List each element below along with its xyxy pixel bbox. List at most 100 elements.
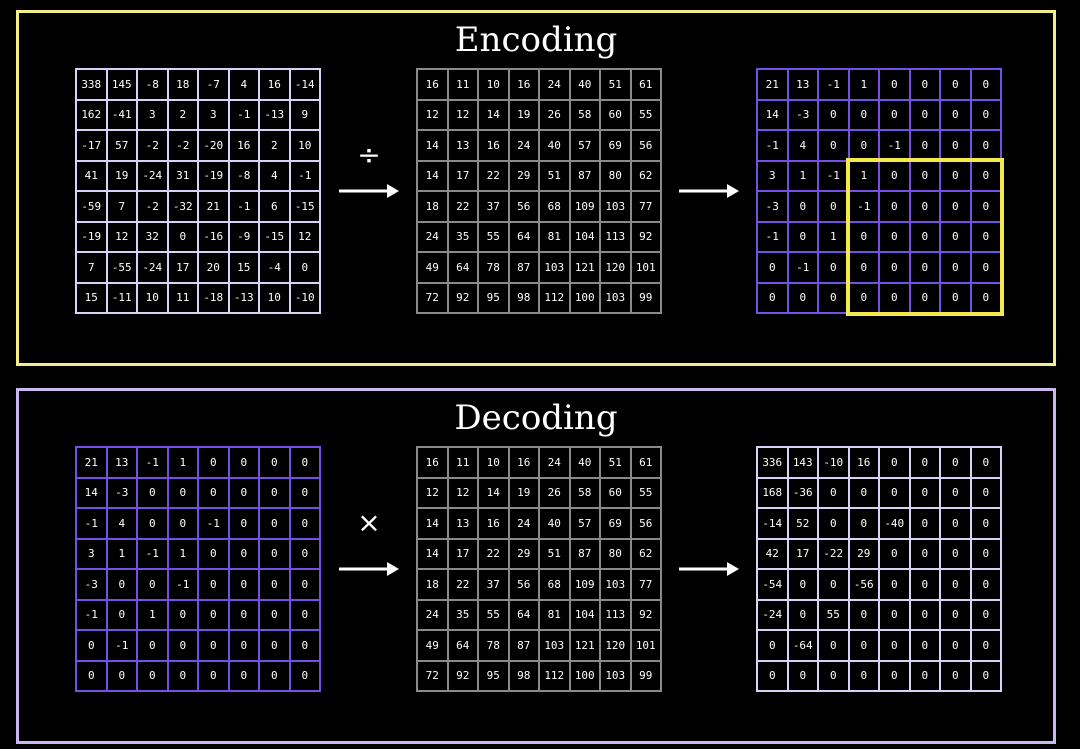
matrix-cell: 12 [417, 99, 448, 130]
matrix-cell: 0 [818, 252, 849, 283]
matrix-cell: 0 [259, 660, 290, 691]
matrix-cell: 16 [417, 447, 448, 478]
matrix-cell: 0 [198, 630, 229, 661]
matrix-cell: 0 [909, 191, 940, 222]
matrix-cell: 16 [417, 69, 448, 100]
matrix-cell: 52 [787, 508, 818, 539]
matrix-cell: 13 [787, 69, 818, 100]
matrix-cell: 0 [879, 569, 910, 600]
matrix-cell: 0 [259, 538, 290, 569]
matrix-cell: 3 [757, 160, 788, 191]
matrix-cell: 0 [106, 660, 137, 691]
matrix-cell: -19 [76, 221, 107, 252]
matrix-cell: 11 [447, 69, 478, 100]
matrix-cell: -1 [228, 191, 259, 222]
matrix-cell: 24 [417, 221, 448, 252]
arrow-icon [679, 184, 739, 198]
matrix-cell: -20 [198, 130, 229, 161]
decoding-title: Decoding [454, 398, 618, 438]
matrix-cell: 168 [757, 477, 788, 508]
matrix-cell: 0 [198, 477, 229, 508]
matrix-cell: -17 [76, 130, 107, 161]
matrix-cell: -3 [757, 191, 788, 222]
matrix-cell: 56 [630, 130, 661, 161]
matrix-cell: 12 [106, 221, 137, 252]
matrix-cell: -1 [106, 630, 137, 661]
high-frequency-highlight [846, 158, 1004, 316]
matrix-cell: 0 [848, 477, 879, 508]
matrix-cell: -59 [76, 191, 107, 222]
matrix-cell: 55 [478, 599, 509, 630]
matrix-cell: 0 [940, 191, 971, 222]
matrix-cell: 0 [818, 282, 849, 313]
matrix-cell: 109 [569, 569, 600, 600]
matrix-cell: 64 [447, 252, 478, 283]
matrix-cell: -14 [757, 508, 788, 539]
matrix-cell: -41 [106, 99, 137, 130]
matrix-cell: 14 [478, 99, 509, 130]
matrix-cell: -54 [757, 569, 788, 600]
matrix-cell: 57 [106, 130, 137, 161]
matrix-cell: 0 [818, 130, 849, 161]
decoding-output-matrix: 336 143 -10 16 0 0 0 0 168 -36 0 0 0 0 0 0 -14 52 0 0 -40 0 0 0… [756, 446, 1002, 692]
matrix-cell: 0 [289, 569, 320, 600]
matrix-cell: 0 [787, 569, 818, 600]
matrix-cell: -1 [137, 447, 168, 478]
matrix-cell: 0 [818, 569, 849, 600]
matrix-cell: 61 [630, 69, 661, 100]
matrix-cell: 98 [508, 282, 539, 313]
matrix-cell: 14 [478, 477, 509, 508]
matrix-cell: 16 [478, 130, 509, 161]
matrix-cell: 0 [909, 252, 940, 283]
matrix-cell: -2 [167, 130, 198, 161]
matrix-cell: -11 [106, 282, 137, 313]
matrix-cell: -1 [198, 508, 229, 539]
matrix-cell: 13 [447, 508, 478, 539]
matrix-cell: 162 [76, 99, 107, 130]
matrix-cell: -2 [137, 191, 168, 222]
matrix-cell: 0 [848, 630, 879, 661]
matrix-cell: 0 [259, 630, 290, 661]
matrix-cell: 18 [417, 191, 448, 222]
matrix-cell: 14 [757, 99, 788, 130]
matrix-cell: -2 [137, 130, 168, 161]
matrix-cell: 0 [970, 130, 1001, 161]
matrix-cell: 55 [630, 99, 661, 130]
matrix-cell: 145 [106, 69, 137, 100]
matrix-cell: 10 [259, 282, 290, 313]
matrix-cell: 42 [757, 538, 788, 569]
matrix-cell: 21 [198, 191, 229, 222]
matrix-cell: -36 [787, 477, 818, 508]
matrix-cell: 0 [787, 599, 818, 630]
matrix-cell: -3 [787, 99, 818, 130]
matrix-cell: 0 [818, 660, 849, 691]
matrix-cell: 24 [539, 69, 570, 100]
matrix-cell: -1 [167, 569, 198, 600]
matrix-cell: 0 [818, 477, 849, 508]
multiply-operator: × [357, 506, 381, 539]
matrix-cell: 51 [539, 160, 570, 191]
matrix-cell: 11 [167, 282, 198, 313]
matrix-cell: 4 [259, 160, 290, 191]
matrix-cell: 22 [478, 160, 509, 191]
matrix-cell: 22 [478, 538, 509, 569]
matrix-cell: 103 [600, 191, 631, 222]
matrix-cell: 101 [630, 252, 661, 283]
matrix-cell: 120 [600, 630, 631, 661]
matrix-cell: 64 [508, 599, 539, 630]
matrix-cell: 62 [630, 538, 661, 569]
matrix-cell: 3 [137, 99, 168, 130]
matrix-cell: 0 [259, 569, 290, 600]
matrix-cell: 51 [600, 447, 631, 478]
matrix-cell: 0 [787, 660, 818, 691]
matrix-cell: 26 [539, 477, 570, 508]
matrix-cell: 0 [970, 538, 1001, 569]
matrix-cell: 0 [198, 599, 229, 630]
matrix-cell: 0 [167, 477, 198, 508]
matrix-cell: -15 [259, 221, 290, 252]
matrix-cell: 0 [76, 630, 107, 661]
matrix-cell: 0 [228, 538, 259, 569]
matrix-cell: 81 [539, 599, 570, 630]
matrix-cell: 24 [417, 599, 448, 630]
matrix-cell: 15 [228, 252, 259, 283]
